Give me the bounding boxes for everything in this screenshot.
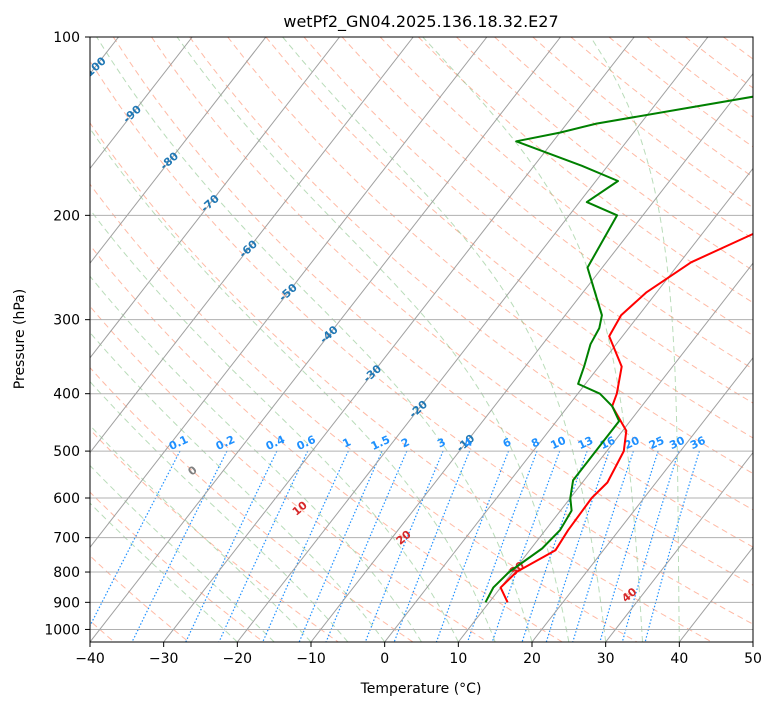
moist-adiabat — [590, 37, 680, 642]
mixing-ratio-label: 25 — [647, 434, 666, 452]
x-tick-label: −10 — [296, 651, 326, 667]
dry-adiabat — [112, 37, 753, 586]
x-tick-label: 10 — [449, 651, 467, 667]
plot-frame — [89, 36, 754, 643]
dewpoint-line — [484, 95, 753, 603]
mixing-ratio-line — [364, 450, 444, 642]
dry-adiabat — [90, 305, 488, 642]
x-tick-label: 40 — [670, 651, 688, 667]
moist-adiabat — [96, 37, 533, 642]
mixing-ratio-line — [393, 450, 471, 642]
chart-title: wetPf2_GN04.2025.136.18.32.E27 — [283, 12, 558, 32]
y-tick-label: 800 — [53, 565, 80, 581]
x-tick-label: 50 — [744, 651, 762, 667]
y-tick-label: 300 — [53, 313, 80, 329]
isotherm — [605, 451, 753, 642]
mixing-ratio-line — [298, 450, 383, 642]
x-tick-label: 30 — [597, 651, 615, 667]
mixing-ratio-label: 30 — [667, 434, 687, 452]
x-tick-label: −20 — [223, 651, 253, 667]
y-tick-label: 400 — [53, 387, 80, 403]
dry-adiabat — [303, 37, 753, 404]
mixing-ratio-line — [90, 450, 181, 628]
dry-adiabat — [90, 60, 753, 625]
mixing-ratio-label: 10 — [549, 434, 569, 452]
x-tick-label: −40 — [75, 651, 105, 667]
profile-lines — [484, 95, 753, 603]
temperature-line — [499, 232, 753, 603]
y-tick-label: 100 — [53, 30, 80, 46]
mixing-ratio-line — [325, 450, 408, 642]
dry-adiabat — [189, 37, 753, 511]
mixing-ratio-line — [599, 450, 659, 642]
dry-adiabat — [90, 491, 264, 642]
isotherm — [310, 72, 753, 642]
y-axis-label: Pressure (hPa) — [12, 289, 28, 389]
x-tick-label: 20 — [523, 651, 541, 667]
y-tick-label: 500 — [53, 444, 80, 460]
dry-adiabat — [227, 37, 753, 475]
mixing-ratio-line — [435, 450, 510, 642]
dry-adiabat — [90, 122, 712, 642]
dry-adiabat — [341, 37, 753, 370]
y-tick-label: 600 — [53, 491, 80, 507]
moist-adiabat — [90, 127, 496, 642]
isotherm — [163, 37, 635, 642]
dry-adiabat — [265, 37, 753, 439]
moist-adiabat — [90, 502, 238, 642]
dry-adiabat — [90, 244, 563, 642]
background-lines — [90, 37, 753, 642]
isotherm — [384, 167, 753, 642]
axis-ticks: −40 −30 −20 −10 0 10 20 30 40 50 100 200 300 400 500 60… — [44, 30, 762, 667]
mixing-ratio-label: 20 — [622, 434, 642, 452]
isotherm — [236, 37, 709, 642]
mixing-ratio-line — [262, 450, 349, 642]
moist-adiabat — [282, 37, 607, 642]
mixing-ratio-line — [466, 450, 538, 642]
x-tick-label: 0 — [380, 651, 389, 667]
isotherm — [531, 357, 753, 642]
mixing-ratio-line — [572, 450, 634, 642]
dry-adiabat — [90, 428, 339, 642]
y-tick-label: 1000 — [44, 622, 80, 638]
moist-adiabat — [90, 424, 312, 642]
isotherm — [90, 37, 488, 549]
isotherm — [90, 37, 340, 359]
moist-adiabat — [176, 37, 570, 642]
mixing-ratio-label: 16 — [598, 434, 618, 452]
x-tick-label: −30 — [149, 651, 179, 667]
y-tick-label: 900 — [53, 595, 80, 611]
moist-adiabat — [90, 275, 422, 642]
mixing-ratio-label: 13 — [576, 434, 595, 452]
mixing-ratio-line — [185, 450, 278, 642]
dry-adiabat — [90, 555, 190, 642]
isotherm — [457, 262, 753, 642]
moist-adiabat — [90, 331, 386, 642]
mixing-ratio-label: 36 — [688, 434, 708, 452]
isotherm — [90, 37, 267, 264]
moist-adiabat — [90, 464, 275, 642]
mixing-ratio-line — [131, 450, 228, 642]
isotherm — [90, 37, 193, 170]
y-tick-label: 700 — [53, 531, 80, 547]
y-tick-label: 200 — [53, 208, 80, 224]
isotherm — [90, 37, 414, 454]
isotherm — [90, 37, 561, 642]
x-axis-label: Temperature (°C) — [360, 681, 482, 697]
